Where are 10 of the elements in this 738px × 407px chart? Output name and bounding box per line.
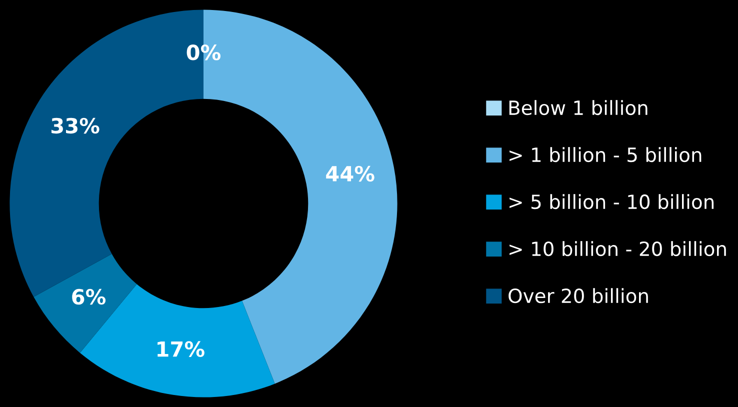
legend-label: Below 1 billion bbox=[509, 100, 648, 116]
data-label: 44% bbox=[326, 166, 374, 182]
legend-label: > 5 billion - 10 billion bbox=[510, 194, 714, 210]
data-label: 17% bbox=[158, 341, 204, 357]
data-label: 6% bbox=[72, 288, 106, 305]
legend-label: > 10 billion - 20 billion bbox=[510, 241, 726, 256]
data-label: 33% bbox=[52, 118, 100, 134]
text: 0% bbox=[186, 44, 221, 60]
legend-label: Over 20 billion bbox=[508, 288, 648, 304]
legend-label: > 1 billion - 5 billion bbox=[510, 147, 702, 162]
